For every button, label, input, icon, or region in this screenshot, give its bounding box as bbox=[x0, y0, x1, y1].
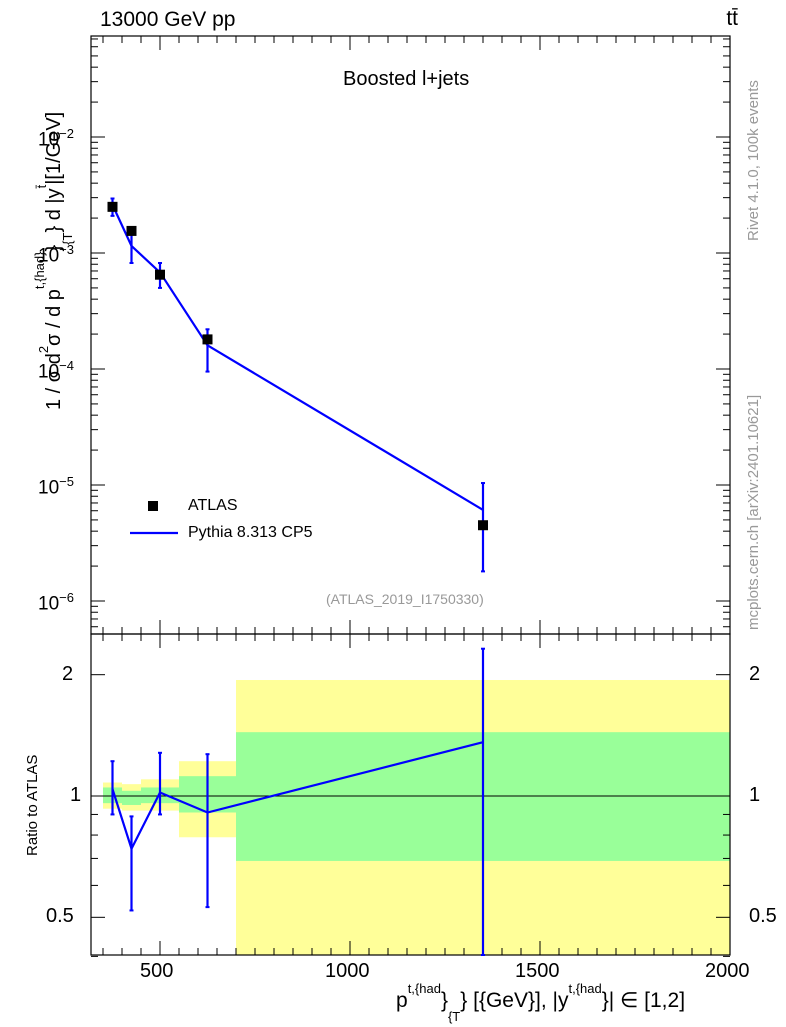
legend-data-label: ATLAS bbox=[188, 497, 238, 514]
ratio-y-axis-label: Ratio to ATLAS bbox=[24, 754, 41, 856]
data-point-3 bbox=[202, 334, 213, 345]
ratio-plot-frame bbox=[90, 633, 731, 956]
analysis-tag: (ATLAS_2019_I1750330) bbox=[326, 591, 484, 607]
ratio-ytick-label-left-05: 0.5 bbox=[46, 905, 74, 927]
main-ytick-label-2: 10−3 bbox=[38, 242, 74, 267]
main-ytick-label-3: 10−4 bbox=[38, 358, 74, 383]
data-point-1 bbox=[126, 225, 137, 236]
main-plot-frame bbox=[90, 35, 731, 635]
main-y-axis-label: 1 / σ d2σ / d pt,{had}}{T} d |yt̄|[1/GeV… bbox=[32, 111, 75, 410]
main-ytick-label-5: 10−6 bbox=[38, 590, 74, 615]
energy-label: 13000 GeV pp bbox=[100, 8, 236, 31]
legend-mc-label: Pythia 8.313 CP5 bbox=[188, 524, 313, 541]
plot-title: Boosted l+jets bbox=[343, 68, 470, 90]
ratio-ytick-label-right-05: 0.5 bbox=[749, 905, 777, 927]
ratio-band-inner-1 bbox=[122, 790, 141, 805]
xtick-label-2000: 2000 bbox=[705, 960, 750, 982]
process-label: tt̄ bbox=[726, 7, 738, 30]
ratio-ytick-label-left-1: 1 bbox=[70, 784, 82, 806]
mc-prediction-line bbox=[111, 204, 484, 511]
data-point-2 bbox=[155, 269, 165, 280]
data-point-0 bbox=[107, 201, 118, 212]
ratio-ytick-label-left-2: 2 bbox=[62, 663, 74, 685]
rivet-label: Rivet 4.1.0, 100k events bbox=[745, 80, 762, 241]
xtick-label-1500: 1500 bbox=[515, 960, 560, 982]
legend-data-marker bbox=[148, 501, 158, 511]
main-ytick-label-4: 10−5 bbox=[38, 474, 74, 499]
x-axis-label: pt,{had}{T} [{GeV}], |yt,{had}| ∈ [1,2] bbox=[396, 981, 686, 1024]
xtick-label-1000: 1000 bbox=[325, 960, 370, 982]
mcplots-label: mcplots.cern.ch [arXiv:2401.10621] bbox=[745, 394, 762, 630]
main-ytick-label-1: 10−2 bbox=[38, 126, 74, 151]
xtick-label-500: 500 bbox=[140, 960, 174, 982]
ratio-ytick-label-right-1: 1 bbox=[749, 784, 761, 806]
data-point-4 bbox=[478, 520, 488, 531]
ratio-ytick-label-right-2: 2 bbox=[749, 663, 761, 685]
